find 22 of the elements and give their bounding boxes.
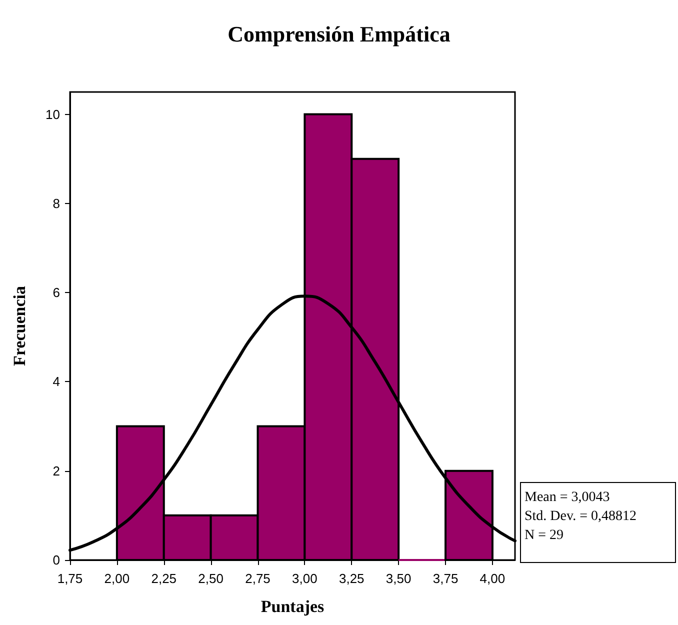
x-tick-label: 3,00	[292, 571, 318, 586]
x-tick-label: 2,75	[245, 571, 270, 586]
y-tick-label: 2	[52, 463, 60, 478]
x-tick-label: 3,50	[386, 571, 412, 586]
x-tick-label: 3,25	[338, 571, 364, 586]
text: Std. Dev. = 0,48812	[524, 509, 636, 524]
y-tick-label: 10	[46, 106, 60, 122]
x-tick-label: 1,75	[57, 571, 83, 586]
y-tick-label: 4	[52, 374, 60, 390]
x-tick-label: 3,75	[432, 571, 458, 586]
x-tick-label: 2,25	[151, 571, 177, 586]
x-tick-label: 4,00	[480, 571, 506, 586]
chart-title: Comprensión Empática	[228, 22, 450, 46]
y-axis-title: Frecuencia	[10, 286, 29, 366]
y-tick-label: 0	[52, 552, 60, 568]
y-tick-label: 8	[52, 196, 60, 211]
x-tick-label: 2,50	[198, 571, 224, 586]
text: Mean = 3,0043	[524, 490, 610, 505]
text: N = 29	[524, 528, 564, 543]
x-tick-label: 2,00	[104, 571, 130, 586]
y-tick-label: 6	[52, 285, 60, 300]
x-axis-title: Puntajes	[260, 597, 325, 616]
